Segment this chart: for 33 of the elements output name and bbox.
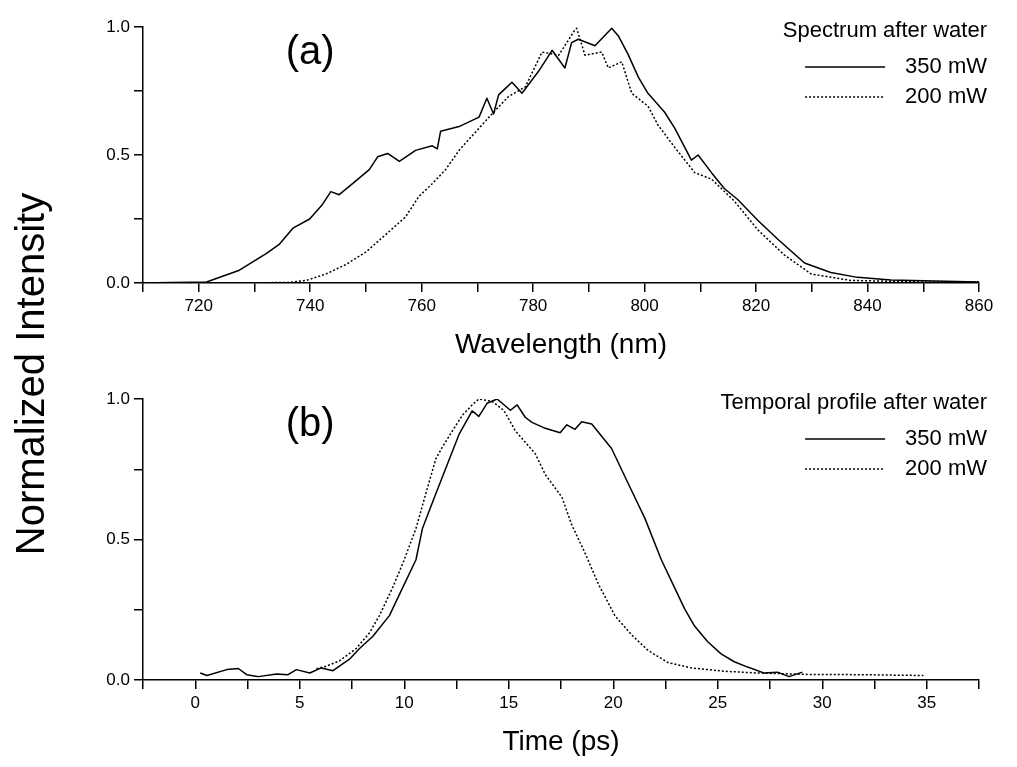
- x-tick-label: 10: [394, 692, 414, 712]
- y-tick-label: 0.0: [106, 669, 130, 689]
- y-tick-label: 0.5: [106, 529, 130, 549]
- x-tick-label: 25: [708, 692, 728, 712]
- x-tick-label: 15: [499, 692, 519, 712]
- x-axis-title: Wavelength (nm): [454, 327, 668, 359]
- x-tick-label: 740: [296, 295, 325, 315]
- x-tick-label: 720: [184, 295, 213, 315]
- x-tick-label: 20: [603, 692, 623, 712]
- x-tick-label: 780: [518, 295, 548, 315]
- x-tick-label: 860: [964, 295, 994, 315]
- y-tick-label: 1.0: [106, 16, 130, 36]
- x-tick-label: 0: [190, 692, 200, 712]
- x-tick-label: 760: [407, 295, 436, 315]
- y-tick-label: 0.5: [106, 144, 130, 164]
- legend-label: 200 mW: [905, 455, 988, 481]
- x-tick-label: 840: [853, 295, 882, 315]
- annotation: (a): [285, 28, 335, 73]
- y-axis-title: Normalized Intensity: [7, 191, 53, 558]
- x-tick-label: 5: [295, 692, 305, 712]
- legend-title: Spectrum after water: [782, 17, 987, 43]
- legend-title: Temporal profile after water: [720, 389, 987, 415]
- x-axis-title: Time (ps): [502, 724, 620, 756]
- y-tick-label: 0.0: [106, 272, 130, 292]
- legend-label: 200 mW: [905, 83, 988, 109]
- x-tick-label: 30: [812, 692, 832, 712]
- x-tick-label: 800: [630, 295, 659, 315]
- x-tick-label: 820: [741, 295, 771, 315]
- legend-label: 350 mW: [905, 425, 988, 451]
- annotation: (b): [285, 400, 335, 445]
- y-tick-label: 1.0: [106, 388, 130, 408]
- legend-label: 350 mW: [905, 53, 988, 79]
- x-tick-label: 35: [917, 692, 937, 712]
